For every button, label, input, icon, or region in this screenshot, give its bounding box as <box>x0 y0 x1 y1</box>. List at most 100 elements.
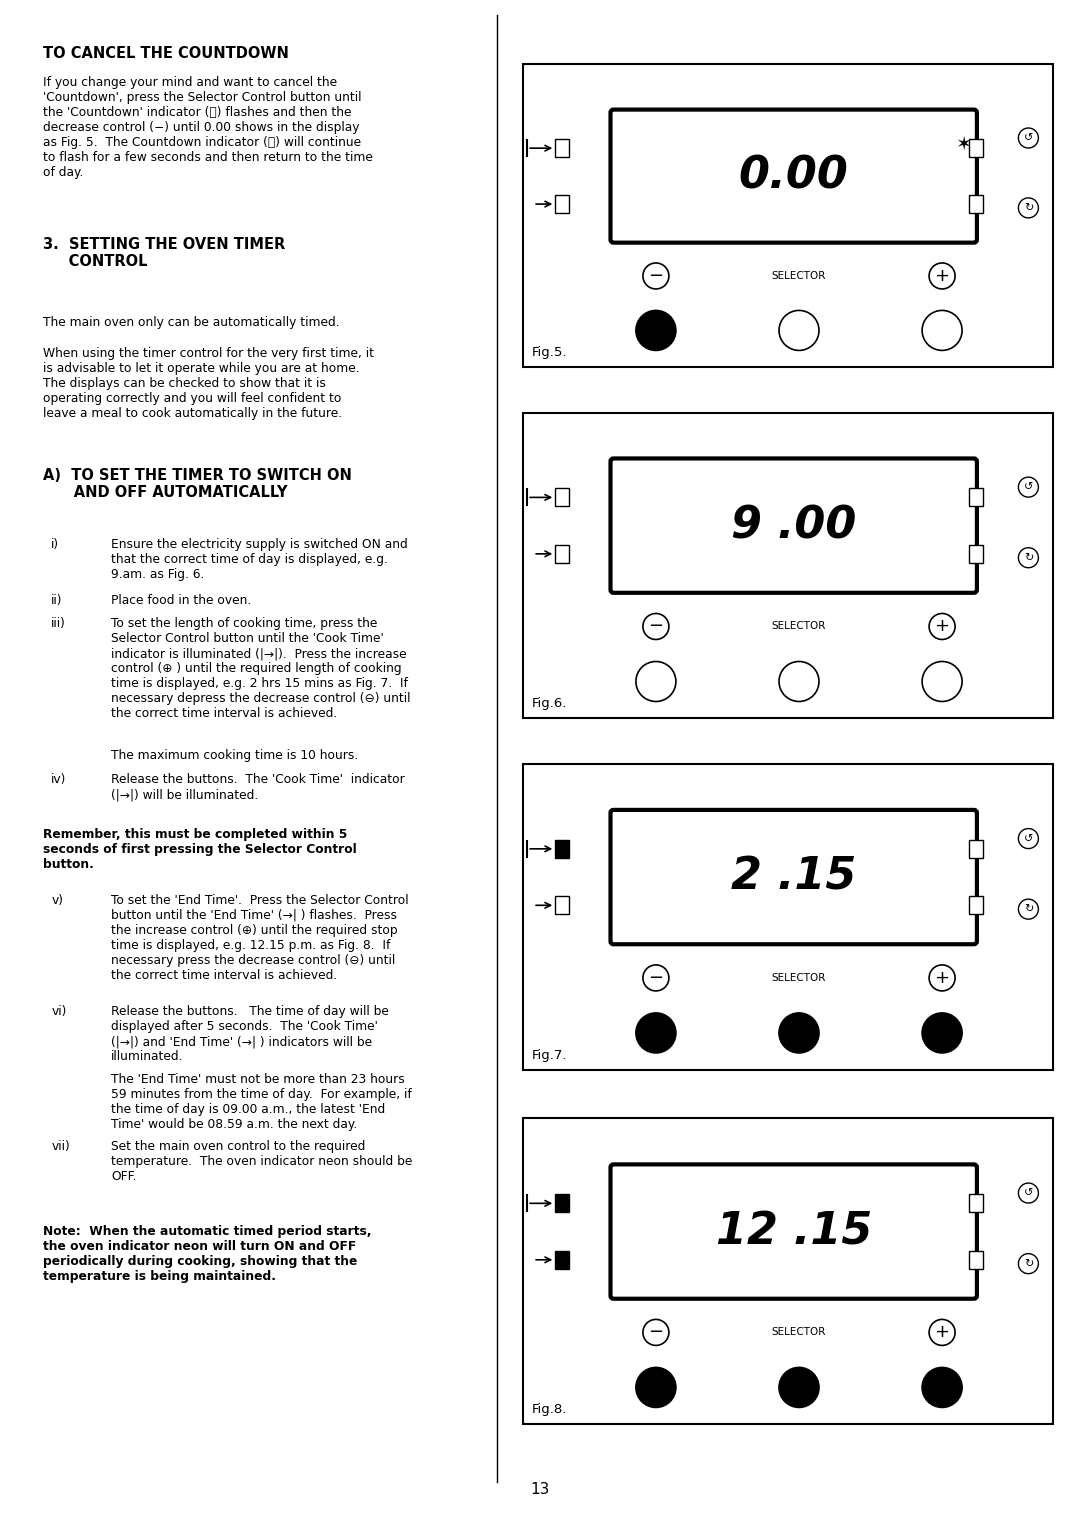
Text: ↺: ↺ <box>1024 1189 1034 1198</box>
Circle shape <box>1018 128 1038 148</box>
Circle shape <box>929 263 955 289</box>
Text: +: + <box>934 969 949 987</box>
Text: 2 .15: 2 .15 <box>731 856 856 898</box>
Text: Release the buttons.  The 'Cook Time'  indicator
(|→|) will be illuminated.: Release the buttons. The 'Cook Time' ind… <box>111 773 405 801</box>
Bar <box>969 1195 983 1212</box>
Bar <box>969 545 983 562</box>
Text: −: − <box>648 617 663 636</box>
Text: ↺: ↺ <box>1024 133 1034 144</box>
Text: 0.00: 0.00 <box>739 154 849 197</box>
Text: ↻: ↻ <box>1024 553 1034 562</box>
Circle shape <box>1018 898 1038 920</box>
Circle shape <box>779 310 819 350</box>
Text: To set the 'End Time'.  Press the Selector Control
button until the 'End Time' (: To set the 'End Time'. Press the Selecto… <box>111 894 409 983</box>
Text: ↺: ↺ <box>1024 483 1034 492</box>
FancyBboxPatch shape <box>610 458 977 593</box>
Bar <box>555 897 569 914</box>
Text: +: + <box>934 1323 949 1342</box>
Text: 9 .00: 9 .00 <box>731 504 856 547</box>
Text: Ensure the electricity supply is switched ON and
that the correct time of day is: Ensure the electricity supply is switche… <box>111 538 408 581</box>
Text: −: − <box>648 1323 663 1342</box>
Bar <box>555 196 569 212</box>
Bar <box>969 897 983 914</box>
Bar <box>524 764 1053 1070</box>
Circle shape <box>1018 828 1038 848</box>
Text: −: − <box>648 969 663 987</box>
Circle shape <box>922 1368 962 1407</box>
Text: If you change your mind and want to cancel the
'Countdown', press the Selector C: If you change your mind and want to canc… <box>43 76 373 179</box>
Circle shape <box>1018 199 1038 219</box>
Text: Fig.7.: Fig.7. <box>531 1048 567 1062</box>
Text: Fig.8.: Fig.8. <box>531 1403 567 1416</box>
Text: The 'End Time' must not be more than 23 hours
59 minutes from the time of day.  : The 'End Time' must not be more than 23 … <box>111 1073 411 1131</box>
Bar <box>524 413 1053 718</box>
Text: Release the buttons.   The time of day will be
displayed after 5 seconds.  The ': Release the buttons. The time of day wil… <box>111 1005 389 1063</box>
Text: 13: 13 <box>530 1482 550 1497</box>
Circle shape <box>643 263 669 289</box>
Text: The main oven only can be automatically timed.: The main oven only can be automatically … <box>43 316 340 330</box>
FancyBboxPatch shape <box>610 810 977 944</box>
Bar <box>555 489 569 506</box>
Text: Fig.6.: Fig.6. <box>531 697 567 711</box>
Text: ↻: ↻ <box>1024 1259 1034 1268</box>
Text: Place food in the oven.: Place food in the oven. <box>111 594 252 608</box>
Bar <box>969 196 983 212</box>
Bar <box>524 1118 1053 1424</box>
Text: The maximum cooking time is 10 hours.: The maximum cooking time is 10 hours. <box>111 749 359 762</box>
Bar <box>969 489 983 506</box>
Text: A)  TO SET THE TIMER TO SWITCH ON
      AND OFF AUTOMATICALLY: A) TO SET THE TIMER TO SWITCH ON AND OFF… <box>43 468 352 500</box>
Text: ↺: ↺ <box>1024 834 1034 843</box>
Bar <box>555 545 569 562</box>
Text: SELECTOR: SELECTOR <box>772 270 826 281</box>
Circle shape <box>1018 1253 1038 1274</box>
Text: Note:  When the automatic timed period starts,
the oven indicator neon will turn: Note: When the automatic timed period st… <box>43 1225 372 1284</box>
Text: SELECTOR: SELECTOR <box>772 622 826 631</box>
Text: Remember, this must be completed within 5
seconds of first pressing the Selector: Remember, this must be completed within … <box>43 828 357 871</box>
Text: SELECTOR: SELECTOR <box>772 1328 826 1337</box>
Text: To set the length of cooking time, press the
Selector Control button until the ': To set the length of cooking time, press… <box>111 617 410 720</box>
Text: −: − <box>648 267 663 284</box>
Text: iii): iii) <box>51 617 66 631</box>
Bar <box>969 840 983 857</box>
Circle shape <box>779 662 819 701</box>
Text: When using the timer control for the very first time, it
is advisable to let it : When using the timer control for the ver… <box>43 347 374 420</box>
Circle shape <box>779 1368 819 1407</box>
Text: vi): vi) <box>51 1005 67 1019</box>
Circle shape <box>929 613 955 640</box>
Bar <box>969 1251 983 1268</box>
Circle shape <box>1018 547 1038 568</box>
Circle shape <box>929 964 955 992</box>
Text: 3.  SETTING THE OVEN TIMER
     CONTROL: 3. SETTING THE OVEN TIMER CONTROL <box>43 237 285 269</box>
Circle shape <box>636 662 676 701</box>
Text: ↻: ↻ <box>1024 905 1034 914</box>
Text: Fig.5.: Fig.5. <box>531 345 567 359</box>
Circle shape <box>929 1319 955 1346</box>
Text: +: + <box>934 617 949 636</box>
Text: ↻: ↻ <box>1024 203 1034 212</box>
Circle shape <box>636 1013 676 1053</box>
FancyBboxPatch shape <box>610 110 977 243</box>
Bar <box>555 1195 569 1212</box>
Bar <box>555 139 569 157</box>
Text: v): v) <box>51 894 64 908</box>
Circle shape <box>643 1319 669 1346</box>
Text: i): i) <box>51 538 59 552</box>
Text: +: + <box>934 267 949 284</box>
Circle shape <box>922 310 962 350</box>
Text: iv): iv) <box>51 773 67 787</box>
Text: 12 .15: 12 .15 <box>716 1210 872 1253</box>
Bar <box>555 1251 569 1268</box>
Bar <box>969 139 983 157</box>
Bar <box>524 64 1053 367</box>
FancyBboxPatch shape <box>610 1164 977 1299</box>
Circle shape <box>636 1368 676 1407</box>
Circle shape <box>922 662 962 701</box>
Text: ii): ii) <box>51 594 63 608</box>
Text: SELECTOR: SELECTOR <box>772 973 826 983</box>
Circle shape <box>636 310 676 350</box>
Text: TO CANCEL THE COUNTDOWN: TO CANCEL THE COUNTDOWN <box>43 46 289 61</box>
Circle shape <box>779 1013 819 1053</box>
Circle shape <box>643 613 669 640</box>
Circle shape <box>922 1013 962 1053</box>
Text: ✶: ✶ <box>956 134 972 154</box>
